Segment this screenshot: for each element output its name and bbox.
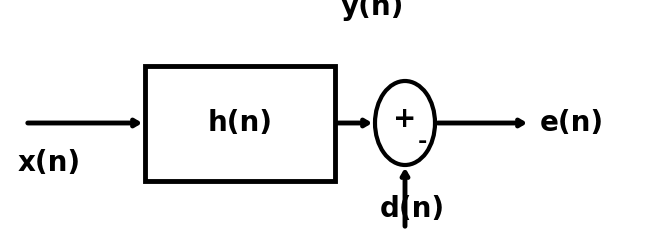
Text: h(n): h(n): [208, 109, 273, 138]
Text: +: +: [393, 105, 417, 133]
Text: d(n): d(n): [380, 195, 445, 223]
Ellipse shape: [375, 81, 435, 165]
Text: e(n): e(n): [540, 109, 604, 137]
Bar: [145, 66, 335, 181]
Text: y(n): y(n): [340, 0, 404, 21]
Text: x(n): x(n): [18, 149, 81, 177]
Text: -: -: [417, 132, 427, 152]
